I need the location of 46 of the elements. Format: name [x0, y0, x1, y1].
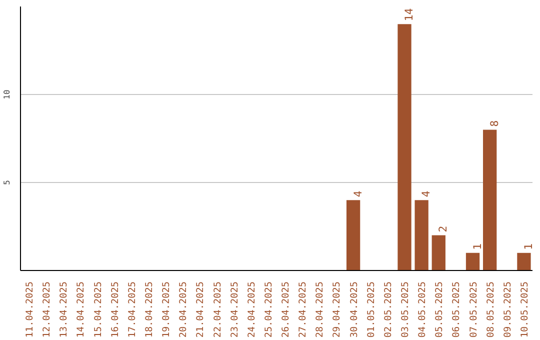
bar: [466, 252, 480, 270]
x-tick-label: 21.04.2025: [195, 281, 206, 338]
x-tick-label: 24.04.2025: [246, 281, 258, 338]
x-tick-label: 07.05.2025: [468, 281, 480, 338]
x-tick-label: 04.05.2025: [417, 281, 428, 338]
data-label: 14: [402, 8, 416, 22]
x-tick-label: 25.04.2025: [263, 281, 274, 338]
data-label: 1: [470, 243, 484, 250]
x-tick-label: 22.04.2025: [212, 281, 224, 338]
x-tick-label: 03.05.2025: [400, 281, 411, 338]
x-tick-label: 23.04.2025: [229, 281, 240, 338]
data-label: 4: [420, 190, 433, 198]
x-tick-label: 09.05.2025: [502, 281, 514, 338]
bar: [414, 200, 428, 270]
x-tick-label: 26.04.2025: [280, 281, 292, 338]
x-tick-label: 05.05.2025: [434, 281, 446, 338]
bar: [483, 130, 497, 270]
x-tick-label: 20.04.2025: [178, 281, 190, 338]
bar: [517, 252, 531, 270]
x-tick-label: 27.04.2025: [298, 281, 309, 338]
x-tick-label: 16.04.2025: [110, 281, 121, 338]
y-tick-label: 5: [2, 180, 12, 185]
data-label: 2: [436, 226, 450, 232]
x-tick-label: 01.05.2025: [366, 281, 377, 338]
x-tick-label: 18.04.2025: [144, 281, 155, 338]
x-tick-label: 28.04.2025: [314, 281, 326, 338]
x-tick-label: 30.04.2025: [348, 281, 360, 338]
bar: [398, 24, 412, 270]
x-tick-label: 14.04.2025: [76, 281, 87, 338]
x-tick-label: 08.05.2025: [485, 281, 496, 338]
data-label: 8: [488, 120, 501, 127]
x-tick-label: 13.04.2025: [58, 281, 70, 338]
x-tick-label: 11.04.2025: [24, 281, 36, 338]
x-tick-label: 02.05.2025: [382, 281, 394, 338]
x-tick-label: 10.05.2025: [519, 281, 530, 338]
x-tick-label: 19.04.2025: [161, 281, 172, 338]
data-label: 1: [522, 243, 535, 250]
bar: [346, 200, 360, 270]
x-tick-label: 29.04.2025: [332, 281, 343, 338]
x-tick-label: 12.04.2025: [42, 281, 53, 338]
bar: [432, 235, 446, 270]
data-label: 4: [351, 190, 364, 198]
y-tick-label: 10: [2, 90, 12, 100]
x-tick-label: 17.04.2025: [126, 281, 138, 338]
x-tick-label: 06.05.2025: [451, 281, 462, 338]
x-tick-label: 15.04.2025: [92, 281, 104, 338]
